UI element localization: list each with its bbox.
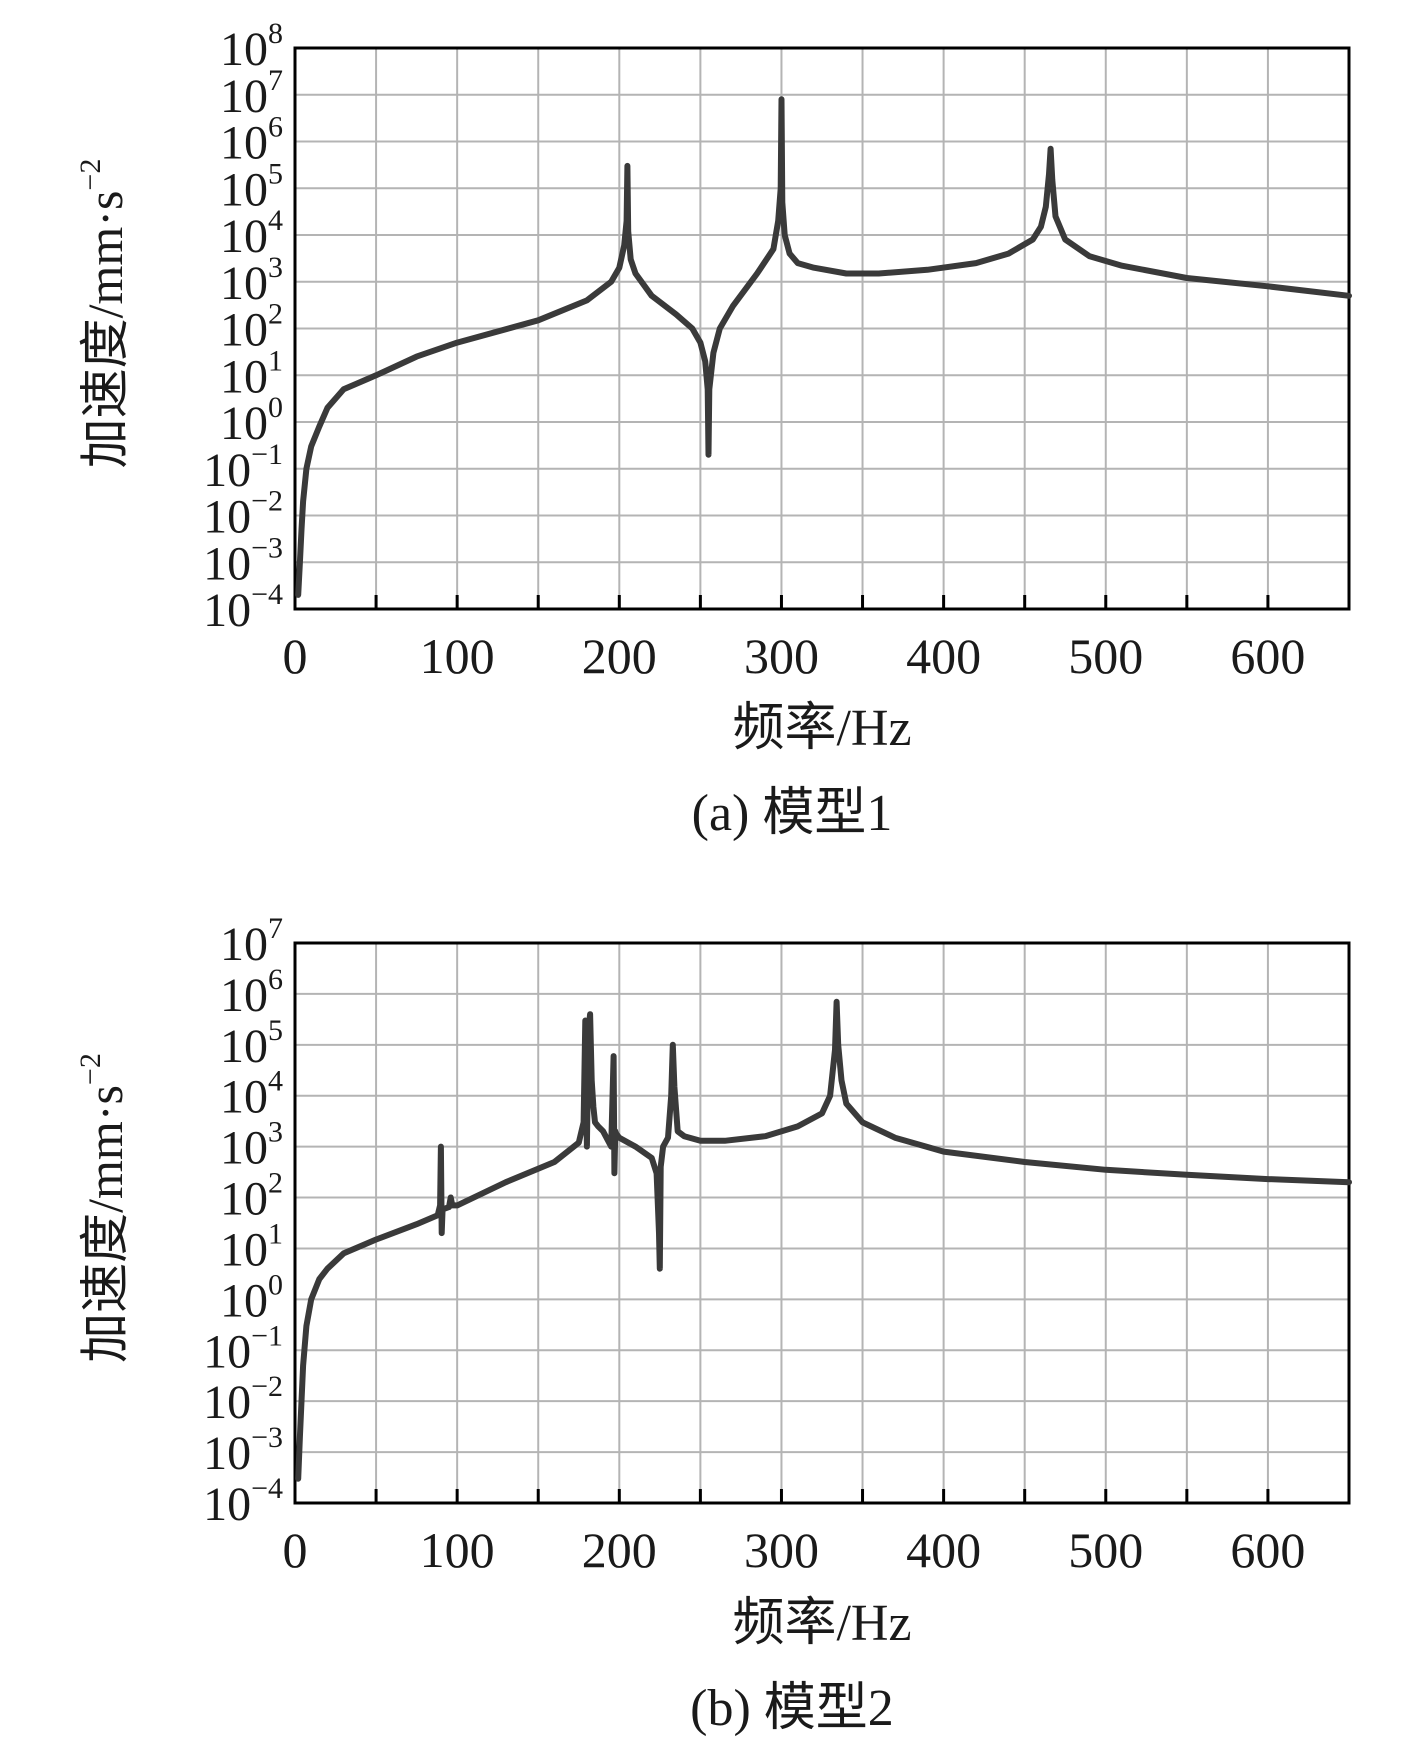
plot-frame [293,46,1351,611]
panel-caption: (b) 模型2 [690,1680,894,1737]
x-tick-label: 0 [283,628,308,684]
y-tick-label: 103 [220,251,283,310]
chart-panel-a: 0 100 200 300 400 500 60010−410−310−210−110010… [74,17,1352,842]
x-tick-label: 200 [582,1522,657,1578]
x-tick-label: 500 [1068,628,1143,684]
y-tick-label: 10−1 [203,438,283,497]
y-tick-label: 103 [220,1116,283,1175]
x-tick-label: 400 [906,628,981,684]
y-tick-label: 10−1 [203,1319,283,1378]
x-tick-label: 200 [582,628,657,684]
y-tick-label: 108 [220,17,283,76]
y-tick-label: 107 [220,912,283,971]
y-tick-label: 101 [220,1217,283,1276]
y-tick-label: 105 [220,1014,283,1073]
plot-frame [293,941,1351,1505]
y-tick-label: 10−3 [203,1421,283,1480]
y-tick-label: 102 [220,298,283,357]
y-axis-label: 加速度/mm·s−2 [74,1053,133,1363]
series-line [295,998,1352,1482]
y-tick-label: 102 [220,1167,283,1226]
y-axis-label: 加速度/mm·s−2 [74,159,133,469]
y-tick-label: 106 [220,963,283,1022]
x-tick-label: 100 [420,628,495,684]
y-tick-label: 10−3 [203,531,283,590]
y-tick-label: 105 [220,157,283,216]
x-tick-label: 100 [420,1522,495,1578]
y-tick-label: 106 [220,111,283,170]
x-axis-label: 频率/Hz [732,1595,911,1652]
x-tick-label: 600 [1230,1522,1305,1578]
y-tick-label: 107 [220,64,283,123]
x-tick-label: 400 [906,1522,981,1578]
x-tick-label: 500 [1068,1522,1143,1578]
y-tick-label: 10−4 [203,578,283,637]
y-tick-label: 10−4 [203,1472,283,1531]
y-tick-label: 100 [220,1268,283,1327]
y-tick-label: 101 [220,344,283,403]
x-tick-label: 300 [744,1522,819,1578]
x-tick-label: 300 [744,628,819,684]
chart-panel-b: 0 100 200 300 400 500 60010−410−310−210−110010… [74,912,1352,1737]
y-tick-label: 10−2 [203,1370,283,1429]
y-tick-label: 10−2 [203,485,283,544]
x-axis-label: 频率/Hz [732,700,911,757]
x-tick-label: 600 [1230,628,1305,684]
y-tick-label: 104 [220,204,283,263]
y-tick-label: 100 [220,391,283,450]
y-tick-label: 104 [220,1065,283,1124]
x-tick-label: 0 [283,1522,308,1578]
series-line [295,96,1352,598]
panel-caption: (a) 模型1 [692,785,893,842]
